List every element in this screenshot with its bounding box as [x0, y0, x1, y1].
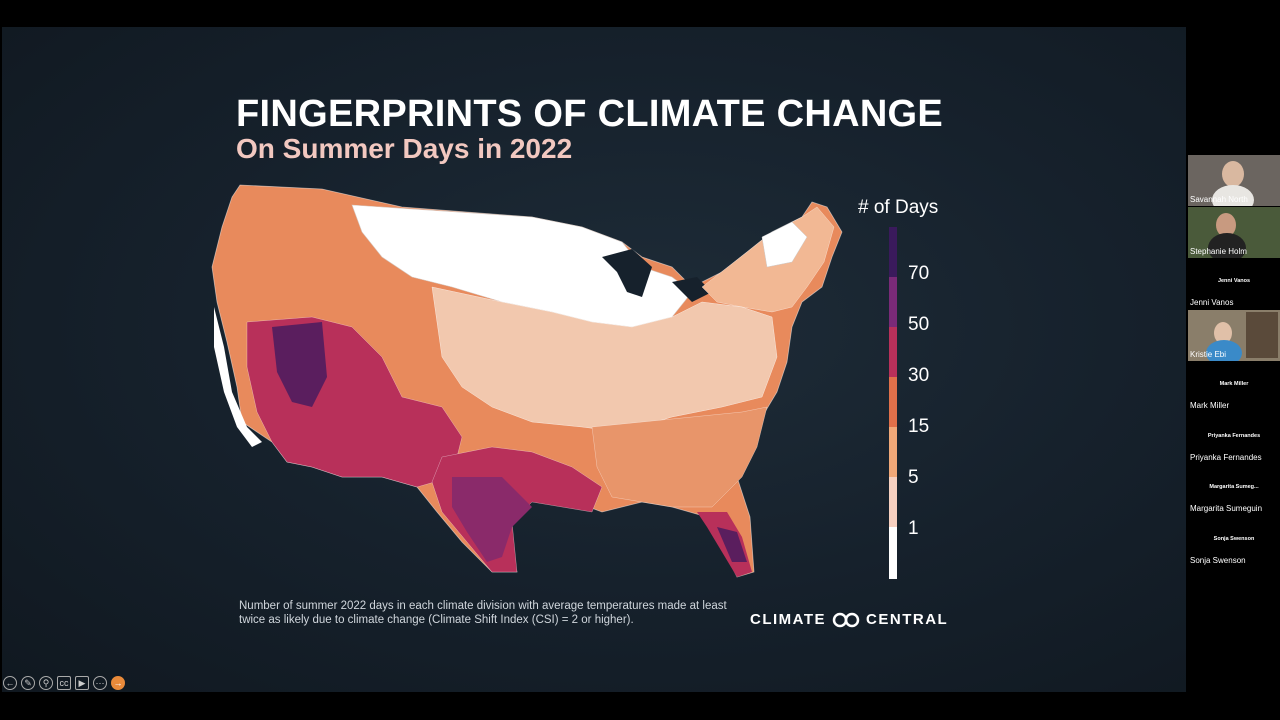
participant-name: Kristie Ebi: [1190, 349, 1227, 359]
legend-tick: 1: [908, 518, 919, 539]
legend-seg-30-50: [889, 327, 897, 377]
participant-body: [1212, 185, 1254, 206]
participant-name: Jenni Vanos: [1190, 298, 1234, 307]
map-region-nevada-purple: [272, 322, 327, 407]
map-region-florida-purple: [717, 527, 747, 562]
participant-tile[interactable]: Kristie Ebi: [1188, 309, 1280, 361]
participant-tile[interactable]: Savannah North: [1188, 155, 1280, 206]
legend-seg-0-1: [889, 527, 897, 579]
legend-color-bar: [889, 227, 897, 579]
participant-tile[interactable]: Margarita Sumeg... Margarita Sumeguin: [1188, 464, 1280, 515]
participant-name: Stephanie Holm: [1190, 246, 1247, 256]
legend-tick: 70: [908, 263, 930, 284]
us-map: [211, 184, 843, 578]
map-great-lakes: [602, 249, 712, 302]
participant-tile[interactable]: Stephanie Holm: [1188, 206, 1280, 258]
climate-central-logo: CLIMATE CENTRAL: [750, 611, 948, 628]
pen-icon[interactable]: ✎: [21, 676, 35, 690]
slide-subtitle: On Summer Days in 2022: [236, 133, 573, 164]
participant-panel: Savannah North Stephanie Holm Jenni Vano…: [1188, 155, 1280, 567]
legend-title: # of Days: [858, 197, 939, 218]
more-icon[interactable]: ⋯: [93, 676, 107, 690]
legend-seg-1-5: [889, 477, 897, 527]
presentation-slide: FINGERPRINTS OF CLIMATE CHANGE On Summer…: [2, 27, 1186, 692]
participant-name: Sonja Swenson: [1190, 555, 1246, 565]
participant-tile[interactable]: Sonja Swenson Sonja Swenson: [1188, 515, 1280, 567]
video-icon[interactable]: ▶: [75, 676, 89, 690]
participant-tile[interactable]: Mark Miller Mark Miller: [1188, 361, 1280, 412]
participant-body: [1206, 339, 1242, 361]
participant-video: [1222, 161, 1244, 187]
map-region-central-light: [431, 286, 778, 433]
brand-text-right: CENTRAL: [866, 611, 949, 628]
legend-tick: 50: [908, 314, 930, 335]
bookshelf: [1246, 311, 1278, 358]
participant-tile[interactable]: Jenni Vanos Jenni Vanos: [1188, 258, 1280, 309]
participant-name: Margarita Sumeguin: [1190, 504, 1263, 513]
participant-name: Mark Miller: [1190, 401, 1230, 410]
legend-seg-50-70: [889, 277, 897, 327]
back-arrow-icon[interactable]: ←: [3, 676, 17, 690]
legend-tick: 15: [908, 416, 930, 437]
captions-icon[interactable]: cc: [57, 676, 71, 690]
zoom-icon[interactable]: ⚲: [39, 676, 53, 690]
legend-seg-15-30: [889, 377, 897, 427]
legend-tick: 5: [908, 467, 919, 488]
participant-name: Priyanka Fernandes: [1190, 452, 1262, 462]
legend-seg-5-15: [889, 427, 897, 477]
map-region-southeast: [591, 406, 768, 508]
map-region-texas-purple: [452, 477, 532, 562]
next-arrow-icon[interactable]: →: [111, 676, 125, 690]
participant-name: Savannah North: [1190, 195, 1248, 204]
brand-text-left: CLIMATE: [750, 611, 827, 628]
map-caption: Number of summer 2022 days in each clima…: [239, 600, 727, 626]
participant-placeholder-name: Jenni Vanos: [1217, 278, 1251, 284]
presentation-toolbar: ← ✎ ⚲ cc ▶ ⋯ →: [3, 676, 125, 690]
slide-title: FINGERPRINTS OF CLIMATE CHANGE: [236, 93, 944, 135]
participant-placeholder-name: Margarita Sumeg...: [1209, 484, 1259, 490]
participant-placeholder-name: Sonja Swenson: [1213, 535, 1255, 542]
participant-body: [1208, 232, 1246, 258]
participant-video: [1214, 321, 1232, 344]
participant-video: [1216, 212, 1236, 237]
brand-rings-icon: [832, 612, 860, 627]
participant-placeholder-name: Mark Miller: [1219, 381, 1249, 387]
map-region-new-england-white: [761, 221, 808, 268]
map-region-coast-white: [214, 307, 262, 447]
legend-tick: 30: [908, 365, 930, 386]
participant-placeholder-name: Priyanka Fernandes: [1207, 432, 1261, 439]
participant-tile[interactable]: Priyanka Fernandes Priyanka Fernandes: [1188, 412, 1280, 464]
legend-seg-70plus: [889, 227, 897, 277]
